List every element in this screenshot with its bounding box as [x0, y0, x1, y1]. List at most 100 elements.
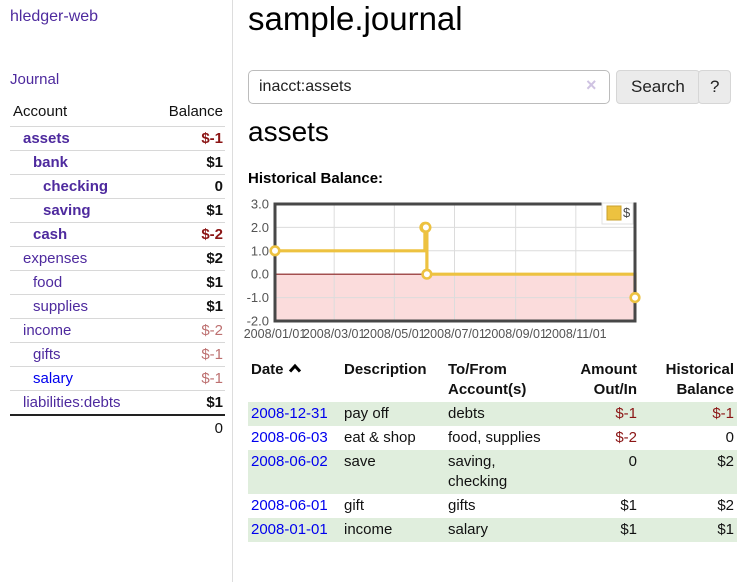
transaction-amount: $1 — [620, 521, 637, 538]
accounts-total-value: 0 — [150, 414, 225, 441]
sidebar-account-link[interactable]: supplies — [33, 298, 89, 315]
account-row: expenses $2 — [10, 246, 225, 271]
page-title: sample.journal — [248, 0, 463, 37]
account-row: salary $-1 — [10, 366, 225, 391]
sidebar-account-link[interactable]: saving — [43, 202, 91, 219]
account-row: assets $-1 — [10, 126, 225, 151]
transaction-balance: $1 — [717, 521, 734, 538]
register-table-body: 2008-12-31 pay off debts $-1 $-1 2008-06-03 ea… — [248, 402, 737, 542]
sidebar-account-balance: $-1 — [201, 130, 223, 147]
y-axis-tick-label: 0.0 — [251, 267, 269, 282]
historical-balance-chart: $3.0 2.0 1.0 0.0 -1.0 -2.02008/01/012008/03/0… — [244, 197, 641, 341]
chart-heading: Historical Balance: — [248, 170, 384, 187]
account-row: bank $1 — [10, 150, 225, 175]
account-row: checking 0 — [10, 174, 225, 199]
accounts-header-account: Account — [13, 103, 68, 120]
transaction-accounts: salary — [448, 521, 489, 538]
account-row: food $1 — [10, 270, 225, 295]
data-point-marker — [421, 268, 433, 280]
register-header-description: Description — [344, 361, 427, 378]
x-axis-tick-label: 2008/11/01 — [545, 327, 607, 341]
register-row: 2008-06-03 eat & shop food, supplies $-2 0 — [248, 426, 737, 450]
transaction-balance: $2 — [717, 453, 734, 470]
transaction-balance: 0 — [725, 429, 734, 446]
accounts-table-body: assets $-1 bank $1 checking 0 saving $1 cash $-2 e… — [10, 126, 225, 416]
x-axis-tick-label: 2008/05/01 — [363, 327, 426, 341]
transaction-description: gift — [344, 497, 365, 514]
register-header-date-label: Date — [251, 361, 284, 378]
sidebar-account-link[interactable]: assets — [23, 130, 70, 147]
transaction-date-link[interactable]: 2008-01-01 — [251, 521, 328, 538]
transaction-accounts: debts — [448, 405, 485, 422]
sidebar-account-link[interactable]: gifts — [33, 346, 61, 363]
sidebar-account-link[interactable]: liabilities:debts — [23, 394, 121, 411]
transaction-accounts: gifts — [448, 497, 476, 514]
sidebar-account-balance: $1 — [206, 274, 223, 291]
data-point-marker — [629, 291, 641, 304]
accounts-total-row: 0 — [10, 414, 225, 441]
account-heading: assets — [248, 116, 329, 147]
transaction-description: income — [344, 521, 393, 538]
sidebar-account-link[interactable]: bank — [33, 154, 69, 171]
register-row: 2008-06-01 gift gifts $1 $2 — [248, 494, 737, 518]
search-button[interactable]: Search — [616, 70, 700, 104]
sidebar-account-balance: $-1 — [201, 370, 223, 387]
transaction-description: save — [344, 453, 376, 470]
sidebar-account-balance: $1 — [206, 394, 223, 411]
register-header-amount: Amount Out/In — [580, 361, 637, 398]
legend-label: $ — [623, 205, 631, 220]
sidebar-account-balance: $-1 — [201, 346, 223, 363]
sidebar-account-balance: $1 — [206, 298, 223, 315]
x-axis-tick-label: 2008/03/01 — [303, 327, 366, 341]
y-axis-tick-label: -1.0 — [247, 290, 269, 305]
sidebar-account-balance: $-2 — [201, 322, 223, 339]
register-row: 2008-12-31 pay off debts $-1 $-1 — [248, 402, 737, 426]
x-axis-tick-label: 2008/09/01 — [484, 327, 547, 341]
sidebar-account-link[interactable]: income — [23, 322, 72, 339]
y-axis-tick-label: 1.0 — [251, 243, 269, 258]
transaction-accounts: food, supplies — [448, 429, 541, 446]
sidebar-account-link[interactable]: salary — [33, 370, 74, 387]
y-axis-tick-label: 2.0 — [251, 220, 269, 235]
transaction-balance: $2 — [717, 497, 734, 514]
transaction-amount: 0 — [628, 453, 637, 470]
data-point-marker — [420, 221, 432, 233]
app-title-link[interactable]: hledger-web — [10, 8, 99, 25]
register-header-date[interactable]: Date — [248, 358, 341, 402]
accounts-table: Account Balance assets $-1 bank $1 checking 0… — [10, 100, 225, 441]
sidebar-account-balance: $1 — [206, 154, 223, 171]
clear-search-icon[interactable]: × — [586, 75, 597, 95]
help-button[interactable]: ? — [698, 70, 732, 104]
sidebar: hledger-web Journal Account Balance asse… — [0, 0, 233, 582]
accounts-table-header: Account Balance — [10, 100, 225, 127]
transaction-date-link[interactable]: 2008-06-02 — [251, 453, 328, 470]
transaction-amount: $-1 — [615, 405, 637, 422]
account-row: saving $1 — [10, 198, 225, 223]
sidebar-account-link[interactable]: cash — [33, 226, 68, 243]
search-form: × Search ? — [248, 70, 742, 104]
account-row: gifts $-1 — [10, 342, 225, 367]
accounts-total-spacer — [10, 414, 150, 441]
register-row: 2008-06-02 save saving, checking 0 $2 — [248, 450, 737, 494]
sidebar-account-link[interactable]: expenses — [23, 250, 88, 267]
plot-border — [273, 202, 637, 323]
sidebar-account-link[interactable]: checking — [43, 178, 109, 195]
accounts-header-balance: Balance — [168, 103, 223, 120]
x-axis-tick-label: 2008/07/01 — [423, 327, 486, 341]
transaction-amount: $1 — [620, 497, 637, 514]
search-input[interactable] — [248, 70, 610, 104]
transaction-date-link[interactable]: 2008-06-01 — [251, 497, 328, 514]
account-row: supplies $1 — [10, 294, 225, 319]
account-row: cash $-2 — [10, 222, 225, 247]
transaction-date-link[interactable]: 2008-06-03 — [251, 429, 328, 446]
register-table: Date Description To/From Account(s) Amou… — [248, 358, 737, 542]
register-row: 2008-01-01 income salary $1 $1 — [248, 518, 737, 542]
transaction-description: eat & shop — [344, 429, 416, 446]
transaction-date-link[interactable]: 2008-12-31 — [251, 405, 328, 422]
transaction-description: pay off — [344, 405, 389, 422]
register-header-balance: Historical Balance — [665, 361, 734, 398]
sidebar-account-balance: $2 — [206, 250, 223, 267]
sidebar-account-link[interactable]: food — [33, 274, 63, 291]
sidebar-item-journal[interactable]: Journal — [10, 71, 60, 88]
